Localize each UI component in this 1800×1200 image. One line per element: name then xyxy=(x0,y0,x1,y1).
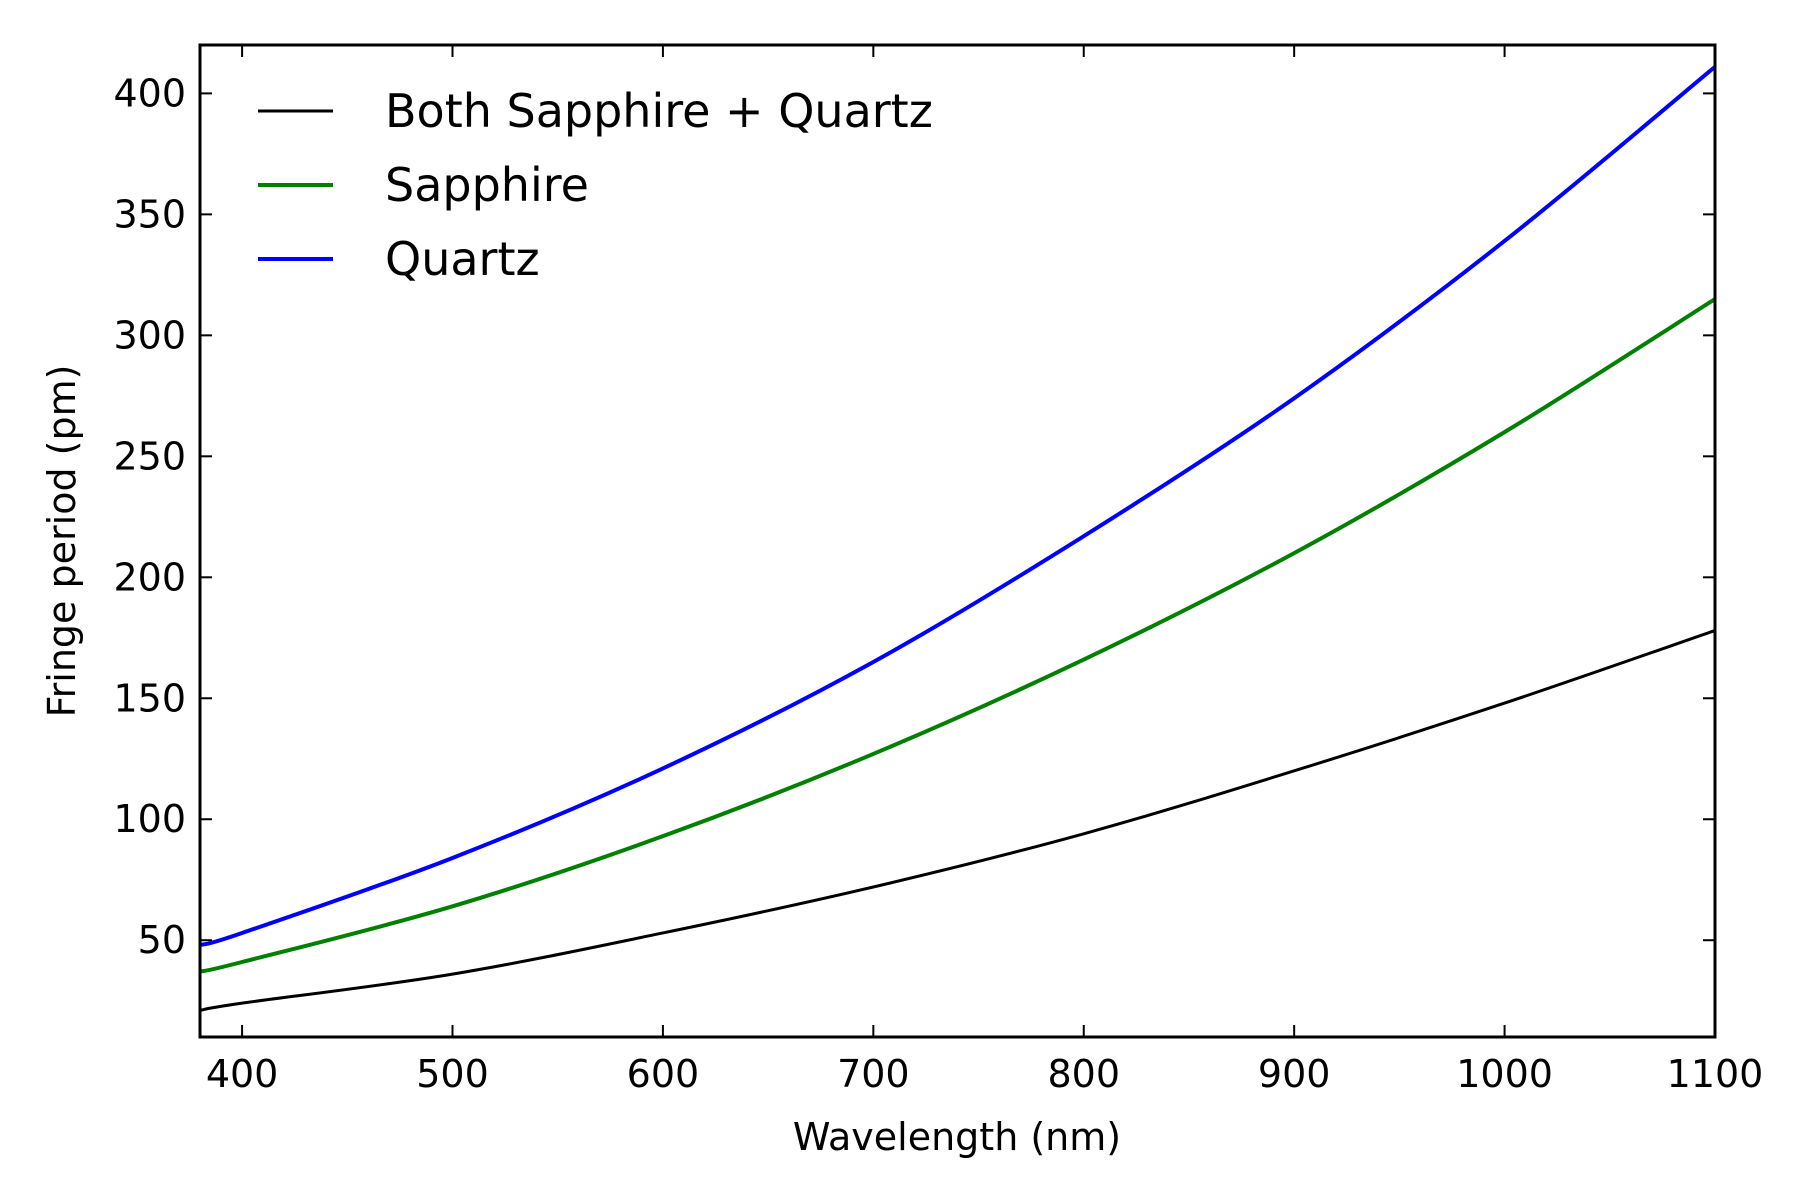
y-axis-label: Fringe period (pm) xyxy=(40,365,84,718)
y-tick-label: 100 xyxy=(113,797,186,841)
y-tick-label: 150 xyxy=(113,676,186,720)
x-tick-label: 500 xyxy=(416,1052,489,1096)
plot-frame xyxy=(198,43,1717,1039)
y-axis: 50 100 150 200 250 300 350 400 xyxy=(113,71,1715,962)
legend-label-quartz: Quartz xyxy=(385,232,540,286)
legend-label-sapphire: Sapphire xyxy=(385,158,589,212)
y-tick-label: 200 xyxy=(113,555,186,599)
x-tick-label: 600 xyxy=(627,1052,700,1096)
y-tick-label: 250 xyxy=(113,434,186,478)
legend-label-both-sapphire-quartz: Both Sapphire + Quartz xyxy=(385,84,933,138)
legend: Both Sapphire + Quartz Sapphire Quartz xyxy=(258,84,933,286)
y-tick-label: 300 xyxy=(113,313,186,357)
series-line-quartz xyxy=(200,65,1715,947)
x-tick-label: 1100 xyxy=(1667,1052,1764,1096)
y-tick-label: 50 xyxy=(138,918,186,962)
x-axis: 400 500 600 700 800 900 1000 1100 xyxy=(206,45,1764,1096)
y-tick-label: 350 xyxy=(113,192,186,236)
y-tick-label: 400 xyxy=(113,71,186,115)
series-layer xyxy=(200,65,1715,1012)
series-line-both-sapphire-quartz xyxy=(200,629,1715,1012)
x-tick-label: 400 xyxy=(206,1052,279,1096)
x-tick-label: 800 xyxy=(1047,1052,1120,1096)
x-tick-label: 900 xyxy=(1258,1052,1331,1096)
x-axis-label: Wavelength (nm) xyxy=(793,1115,1121,1159)
x-tick-label: 700 xyxy=(837,1052,910,1096)
series-line-sapphire xyxy=(200,297,1715,974)
x-tick-label: 1000 xyxy=(1456,1052,1553,1096)
